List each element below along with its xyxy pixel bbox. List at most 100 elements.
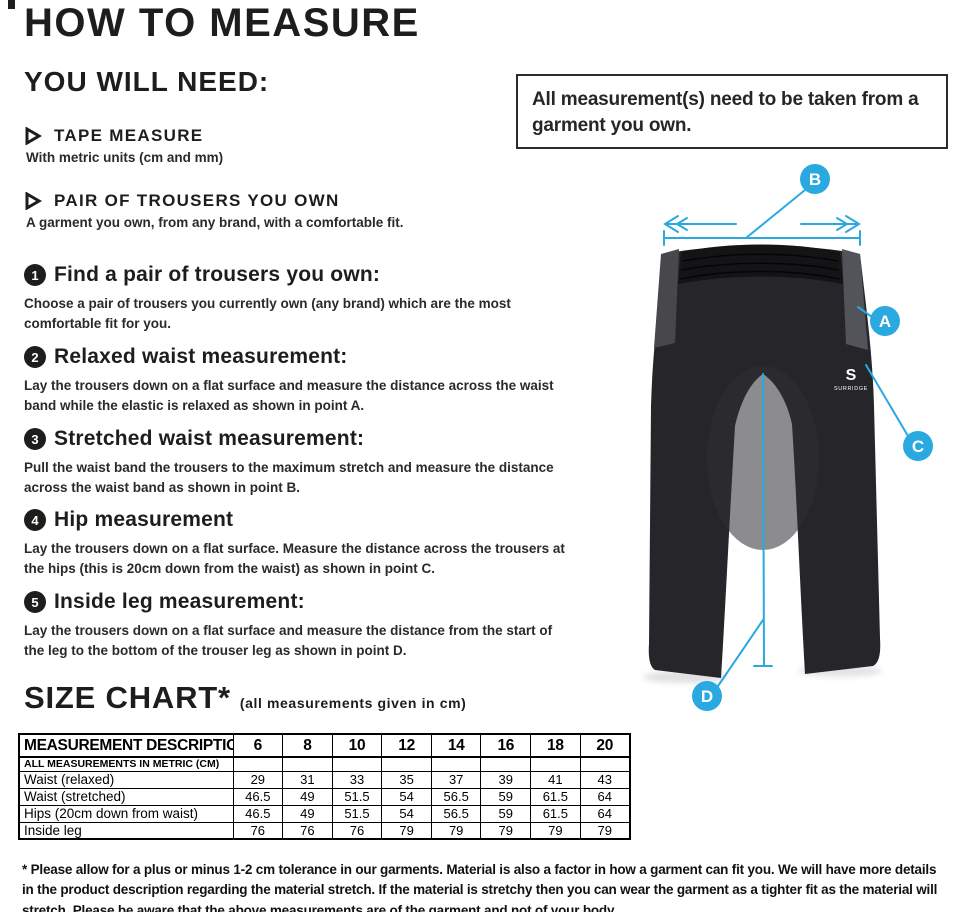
metric-note: ALL MEASUREMENTS IN METRIC (CM)	[18, 756, 234, 772]
triangle-bullet-icon	[25, 192, 42, 210]
table-row: Inside leg 76 76 76 79 79 79 79 79	[18, 821, 631, 840]
table-row: Waist (relaxed) 29 31 33 35 37 39 41 43	[18, 770, 631, 789]
cell-value: 35	[381, 770, 432, 789]
row-label: Waist (stretched)	[18, 787, 234, 806]
label-circle-d: D	[692, 681, 722, 711]
pointer-line-a	[857, 306, 873, 318]
step-heading: Stretched waist measurement:	[54, 427, 365, 450]
size-chart-table: MEASUREMENT DESCRIPTION 6 8 10 12 14 16 …	[18, 733, 631, 840]
cell-value: 79	[480, 821, 532, 840]
label-b: B	[809, 170, 821, 189]
size-chart-subtitle: (all measurements given in cm)	[239, 695, 467, 711]
need-item-label: PAIR OF TROUSERS YOU OWN	[54, 191, 340, 210]
step-body: Lay the trousers down on a flat surface.…	[24, 541, 565, 576]
empty-cell	[530, 756, 581, 772]
pointer-line-d	[717, 619, 764, 687]
side-panel-left	[654, 249, 679, 348]
cell-value: 46.5	[232, 787, 284, 806]
step-body: Pull the waist band the trousers to the …	[24, 460, 554, 495]
need-item-tape-measure: TAPE MEASURE With metric units (cm and m…	[24, 126, 624, 165]
cell-value: 41	[530, 770, 581, 789]
column-header: 8	[282, 733, 333, 758]
size-chart-heading: SIZE CHART* (all measurements given in cm…	[24, 680, 466, 716]
cell-value: 39	[480, 770, 532, 789]
need-item-label: TAPE MEASURE	[54, 126, 204, 145]
waistband	[678, 244, 843, 284]
brand-name: SURRIDGE	[834, 386, 868, 392]
step-heading: Inside leg measurement:	[54, 590, 305, 613]
row-label: Inside leg	[18, 821, 234, 840]
page-title: HOW TO MEASURE	[24, 1, 420, 45]
pointer-line-c	[865, 364, 909, 437]
step-2: 2 Relaxed waist measurement: Lay the tro…	[24, 345, 584, 415]
cell-value: 64	[579, 804, 631, 823]
cell-value: 54	[381, 804, 432, 823]
column-header: 10	[331, 733, 383, 758]
cell-value: 46.5	[232, 804, 284, 823]
waist-measure-line	[663, 230, 861, 246]
empty-cell	[480, 756, 532, 772]
trousers-image: S SURRIDGE	[643, 164, 933, 711]
brand-mark: S	[846, 367, 857, 384]
cell-value: 49	[282, 804, 333, 823]
column-header: 16	[480, 733, 532, 758]
step-number-badge: 1	[24, 264, 46, 286]
notice-box: All measurement(s) need to be taken from…	[516, 74, 948, 149]
cell-value: 43	[579, 770, 631, 789]
label-circle-c: C	[903, 431, 933, 461]
cell-value: 79	[430, 821, 482, 840]
cell-value: 56.5	[430, 804, 482, 823]
step-1: 1 Find a pair of trousers you own: Choos…	[24, 263, 584, 333]
empty-cell	[282, 756, 333, 772]
pointer-line-b	[745, 189, 806, 239]
cell-value: 37	[430, 770, 482, 789]
step-number-badge: 5	[24, 591, 46, 613]
step-heading: Find a pair of trousers you own:	[54, 263, 381, 286]
cell-value: 76	[331, 821, 383, 840]
empty-cell	[430, 756, 482, 772]
step-number-badge: 2	[24, 346, 46, 368]
row-label: Waist (relaxed)	[18, 770, 234, 789]
need-item-description: With metric units (cm and mm)	[26, 150, 224, 165]
table-row: Hips (20cm down from waist) 46.5 49 51.5…	[18, 804, 631, 823]
trousers-silhouette	[648, 245, 881, 678]
empty-cell	[232, 756, 284, 772]
need-item-trousers: PAIR OF TROUSERS YOU OWN A garment you o…	[24, 191, 624, 230]
step-body: Lay the trousers down on a flat surface …	[24, 623, 553, 658]
cell-value: 59	[480, 787, 532, 806]
empty-cell	[331, 756, 383, 772]
step-heading: Hip measurement	[54, 508, 234, 531]
label-circle-b: B	[800, 164, 830, 194]
notice-text: All measurement(s) need to be taken from…	[532, 89, 919, 137]
triangle-bullet-icon	[25, 127, 42, 145]
empty-cell	[381, 756, 432, 772]
size-chart-title: SIZE CHART*	[24, 680, 231, 715]
cell-value: 31	[282, 770, 333, 789]
cell-value: 61.5	[530, 787, 581, 806]
inside-leg-line	[753, 373, 773, 667]
label-a: A	[879, 312, 891, 331]
cell-value: 49	[282, 787, 333, 806]
column-header: 18	[530, 733, 581, 758]
table-row: Waist (stretched) 46.5 49 51.5 54 56.5 5…	[18, 787, 631, 806]
cell-value: 51.5	[331, 787, 383, 806]
cell-value: 79	[381, 821, 432, 840]
column-header: 12	[381, 733, 432, 758]
side-panel-right	[842, 249, 868, 350]
column-header: 14	[430, 733, 482, 758]
trousers-diagram: S SURRIDGE	[639, 158, 959, 718]
label-c: C	[912, 437, 924, 456]
need-item-description: A garment you own, from any brand, with …	[26, 215, 404, 230]
cell-value: 54	[381, 787, 432, 806]
cell-value: 59	[480, 804, 532, 823]
crop-artifact-mark	[8, 0, 15, 9]
column-header: MEASUREMENT DESCRIPTION	[18, 733, 234, 758]
label-d: D	[701, 687, 713, 706]
label-circle-a: A	[870, 306, 900, 336]
footnote: * Please allow for a plus or minus 1-2 c…	[22, 862, 938, 912]
step-heading: Relaxed waist measurement:	[54, 345, 348, 368]
empty-cell	[579, 756, 631, 772]
step-4: 4 Hip measurement Lay the trousers down …	[24, 508, 584, 578]
step-body: Lay the trousers down on a flat surface …	[24, 378, 554, 413]
